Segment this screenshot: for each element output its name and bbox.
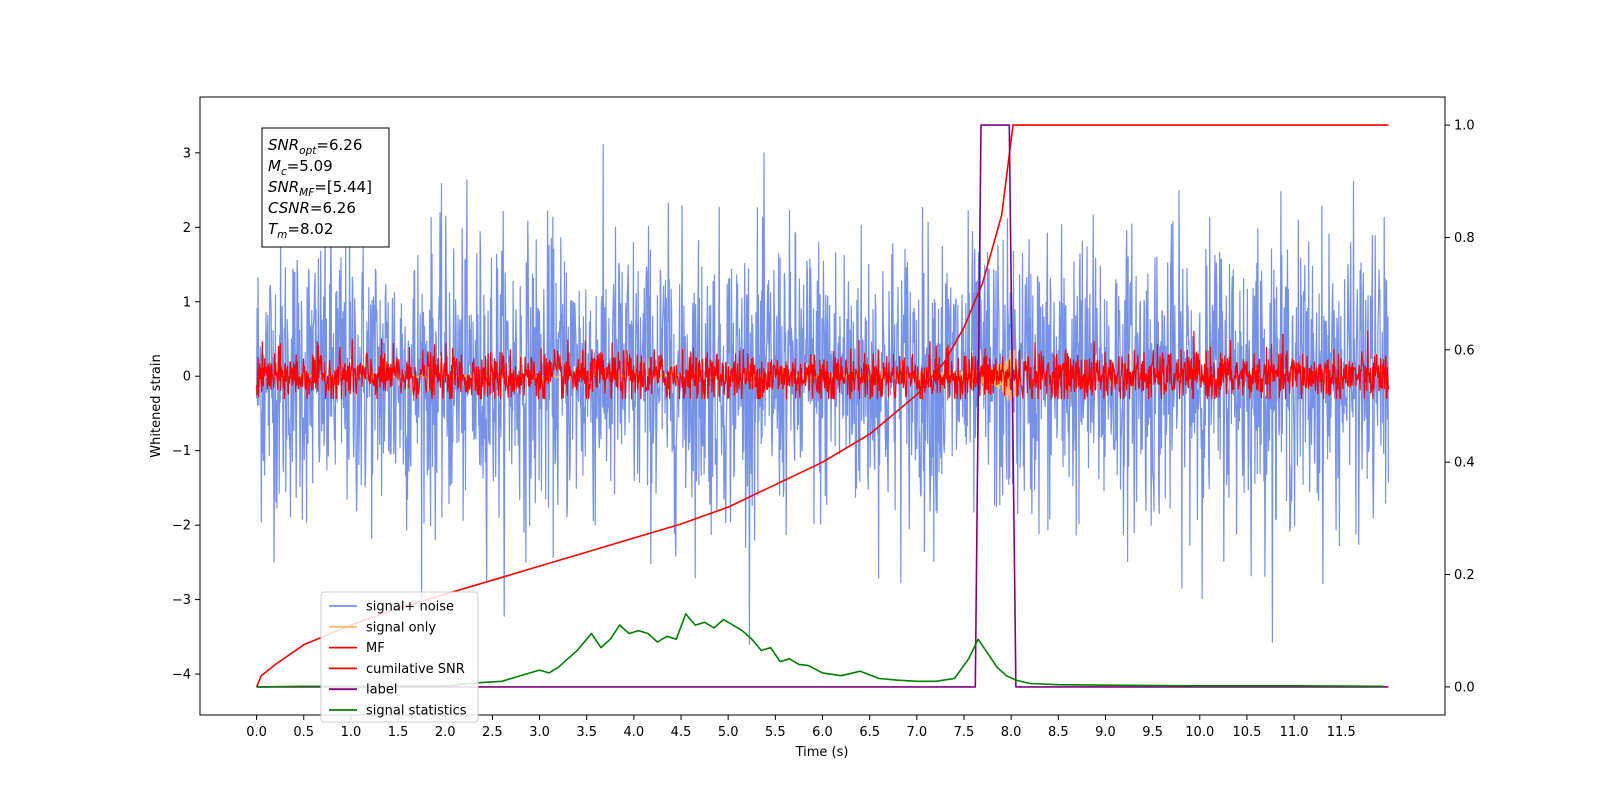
annotation-line: Mc=5.09 — [268, 157, 333, 178]
x-tick-label: 1.5 — [388, 725, 409, 740]
y-right-tick-label: 0.8 — [1454, 231, 1475, 246]
legend-frame — [320, 591, 479, 723]
x-tick-label: 7.5 — [954, 725, 975, 740]
x-tick-label: 7.0 — [906, 725, 927, 740]
x-tick-label: 10.0 — [1185, 725, 1214, 740]
y-right-tick-label: 0.4 — [1454, 456, 1475, 471]
y-left-tick-label: 0 — [183, 370, 191, 385]
series-line-2 — [256, 330, 1389, 400]
x-tick-label: 8.5 — [1048, 725, 1069, 740]
x-tick-label: 3.0 — [529, 725, 550, 740]
x-tick-label: 11.5 — [1327, 725, 1356, 740]
x-axis: 0.0 0.5 1.0 1.5 2.0 2.5 3.0 3.5 4.0 4.5 5.0 5.5 6.0 6… — [246, 715, 1356, 740]
x-tick-label: 11.0 — [1280, 725, 1309, 740]
legend-label: MF — [366, 641, 385, 656]
legend-label: signal only — [366, 620, 436, 635]
x-tick-label: 4.0 — [624, 725, 645, 740]
legend-label: signal+ noise — [366, 600, 454, 615]
x-tick-label: 2.5 — [482, 725, 503, 740]
y-left-tick-label: −1 — [172, 444, 191, 459]
annotation-line: SNRopt=6.26 — [268, 136, 362, 157]
x-axis-label: Time (s) — [795, 745, 849, 760]
legend: signal+ noise signal only MF cumilative SNR… — [320, 591, 479, 723]
x-tick-label: 5.5 — [765, 725, 786, 740]
x-tick-label: 0.5 — [293, 725, 314, 740]
series-line-4 — [256, 124, 1389, 688]
annotation-line: CSNR=6.26 — [268, 199, 356, 217]
series-line-5 — [256, 613, 1384, 688]
y-left-tick-label: 1 — [183, 295, 191, 310]
y-right-tick-label: 0.2 — [1454, 568, 1475, 583]
y-axis-right: 0.0 0.2 0.4 0.6 0.8 1.0 — [1445, 119, 1475, 695]
y-axis-label: Whitened strain — [149, 354, 164, 457]
y-left-tick-label: 2 — [183, 221, 191, 236]
legend-label: signal statistics — [366, 704, 467, 719]
legend-label: label — [366, 683, 397, 698]
x-tick-label: 8.0 — [1001, 725, 1022, 740]
x-tick-label: 1.0 — [341, 725, 362, 740]
x-tick-label: 5.0 — [718, 725, 739, 740]
x-tick-label: 4.5 — [671, 725, 692, 740]
annotation-line: SNRMF=[5.44] — [268, 178, 372, 199]
x-tick-label: 6.5 — [859, 725, 880, 740]
x-tick-label: 6.0 — [812, 725, 833, 740]
legend-label: cumilative SNR — [366, 662, 465, 677]
x-tick-label: 9.5 — [1142, 725, 1163, 740]
x-tick-label: 2.0 — [435, 725, 456, 740]
annotation-frame — [261, 127, 390, 248]
x-tick-label: 0.0 — [246, 725, 267, 740]
x-tick-label: 3.5 — [576, 725, 597, 740]
y-left-tick-label: −2 — [172, 519, 191, 534]
y-left-tick-label: 3 — [183, 146, 191, 161]
x-tick-label: 9.0 — [1095, 725, 1116, 740]
y-right-tick-label: 0.6 — [1454, 343, 1475, 358]
y-left-tick-label: −3 — [172, 593, 191, 608]
annotation-line: Tm=8.02 — [268, 220, 333, 241]
y-right-tick-label: 0.0 — [1454, 680, 1475, 695]
y-right-tick-label: 1.0 — [1454, 119, 1475, 134]
x-tick-label: 10.5 — [1232, 725, 1261, 740]
y-axis-left: −4 −3 −2 −1 0 1 2 3 — [172, 146, 200, 683]
y-left-tick-label: −4 — [172, 668, 191, 683]
